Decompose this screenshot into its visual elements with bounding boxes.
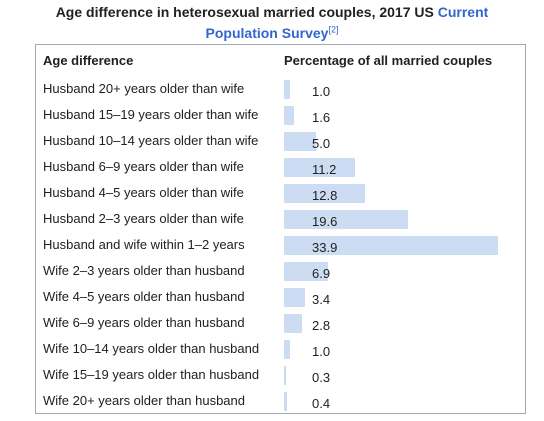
caption-line-2: Population Survey[2] [0,23,544,44]
caption-line-1: Age difference in heterosexual married c… [0,2,544,23]
row-label: Wife 2–3 years older than husband [43,263,245,278]
value-label: 12.8 [312,188,338,203]
value-label: 6.9 [312,266,331,281]
bar [284,106,294,125]
row-label: Wife 20+ years older than husband [43,393,245,408]
bar [284,262,328,281]
row-label: Husband 6–9 years older than wife [43,159,244,174]
bar [284,236,498,255]
bar [284,314,302,333]
value-label: 0.3 [312,370,331,385]
bar [284,366,286,385]
value-label: 1.0 [312,84,331,99]
value-label: 1.6 [312,110,331,125]
caption-link-current[interactable]: Current [437,4,489,20]
row-label: Husband and wife within 1–2 years [43,237,245,252]
bar [284,340,290,359]
value-label: 1.0 [312,344,331,359]
value-label: 19.6 [312,214,338,229]
column-header-percentage: Percentage of all married couples [284,53,493,68]
reference-link[interactable]: [2] [328,24,339,35]
row-label: Husband 20+ years older than wife [43,81,245,96]
row-label: Husband 10–14 years older than wife [43,133,259,148]
row-label: Husband 4–5 years older than wife [43,185,244,200]
bar [284,158,355,177]
reference-superscript: [2] [328,24,338,34]
value-label: 5.0 [312,136,331,151]
row-label: Wife 6–9 years older than husband [43,315,245,330]
row-label: Wife 10–14 years older than husband [43,341,260,356]
value-label: 3.4 [312,292,331,307]
chart-caption: Age difference in heterosexual married c… [0,2,544,44]
value-label: 11.2 [312,162,337,177]
bar [284,288,305,307]
bar [284,80,290,99]
chart-table: Age difference Percentage of all married… [35,44,526,414]
value-label: 0.4 [312,396,331,411]
bar [284,210,408,229]
row-label: Wife 15–19 years older than husband [43,367,260,382]
value-label: 2.8 [312,318,331,333]
bar [284,132,316,151]
bar [284,184,365,203]
caption-title: Age difference in heterosexual married c… [55,4,434,20]
row-label: Husband 2–3 years older than wife [43,211,244,226]
caption-link-population-survey[interactable]: Population Survey [205,25,329,41]
bar [284,392,287,411]
column-header-age-difference: Age difference [43,53,134,68]
value-label: 33.9 [312,240,338,255]
row-label: Wife 4–5 years older than husband [43,289,245,304]
row-label: Husband 15–19 years older than wife [43,107,259,122]
